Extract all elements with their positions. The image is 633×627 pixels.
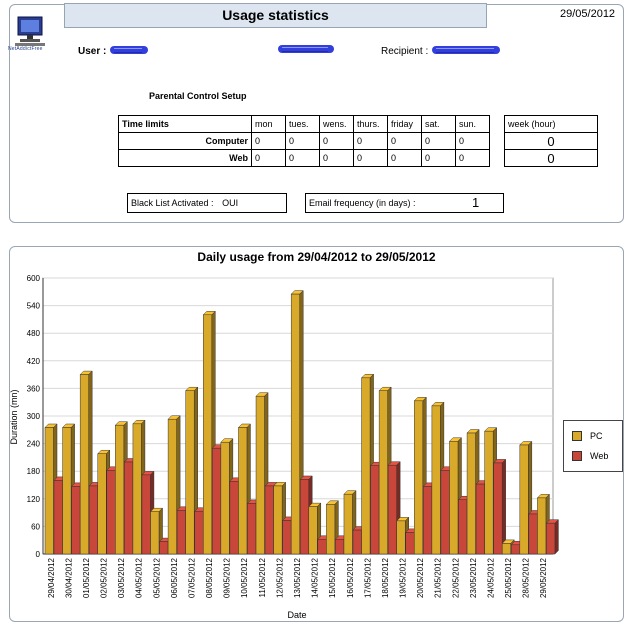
blacklist-label: Black List Activated : xyxy=(131,198,214,208)
x-tick-label: 08/05/2012 xyxy=(205,557,214,598)
user-label: User : xyxy=(78,46,107,57)
legend-label-web: Web xyxy=(590,451,609,461)
legend-item-web: Web xyxy=(572,451,608,461)
week-hours-table: week (hour) 0 0 xyxy=(504,115,598,167)
x-tick-label: 07/05/2012 xyxy=(187,557,196,598)
x-tick-label: 06/05/2012 xyxy=(170,557,179,598)
y-tick-label: 600 xyxy=(27,274,41,283)
chart-title: Daily usage from 29/04/2012 to 29/05/201… xyxy=(197,250,436,264)
parental-control-title: Parental Control Setup xyxy=(149,91,247,101)
x-tick-label: 12/05/2012 xyxy=(275,557,284,598)
x-tick-label: 20/05/2012 xyxy=(416,557,425,598)
x-tick-label: 30/04/2012 xyxy=(64,557,73,598)
email-frequency-value: 1 xyxy=(472,195,480,210)
y-tick-label: 480 xyxy=(27,329,41,338)
x-tick-label: 14/05/2012 xyxy=(311,557,320,598)
bar-web xyxy=(545,519,560,555)
day-header: sun. xyxy=(455,115,490,133)
y-tick-label: 240 xyxy=(27,440,41,449)
legend-swatch-web xyxy=(572,451,582,461)
email-frequency-box: Email frequency (in days) : xyxy=(305,193,504,213)
x-tick-label: 04/05/2012 xyxy=(135,557,144,598)
x-tick-label: 13/05/2012 xyxy=(293,557,302,598)
redacted-name-scribble xyxy=(278,45,334,53)
y-tick-label: 300 xyxy=(27,412,41,421)
recipient-label: Recipient : xyxy=(381,46,429,57)
blacklist-value: OUI xyxy=(222,198,239,208)
y-axis-label: Duration (mn) xyxy=(9,389,19,444)
y-tick-label: 0 xyxy=(36,550,41,559)
x-tick-label: 28/05/2012 xyxy=(522,557,531,598)
logo-text: NetAddictFree xyxy=(8,46,43,52)
x-tick-label: 21/05/2012 xyxy=(434,557,443,598)
x-tick-label: 22/05/2012 xyxy=(451,557,460,598)
x-tick-label: 29/04/2012 xyxy=(47,557,56,598)
limit-cell: 0 xyxy=(387,149,422,167)
redacted-recipient-scribble xyxy=(432,46,500,54)
x-tick-label: 17/05/2012 xyxy=(363,557,372,598)
x-tick-label: 15/05/2012 xyxy=(328,557,337,598)
x-tick-label: 18/05/2012 xyxy=(381,557,390,598)
x-tick-label: 23/05/2012 xyxy=(469,557,478,598)
computer-logo-icon xyxy=(15,16,45,46)
x-tick-label: 02/05/2012 xyxy=(100,557,109,598)
x-tick-label: 11/05/2012 xyxy=(258,557,267,597)
summary-panel xyxy=(9,4,624,223)
x-tick-label: 01/05/2012 xyxy=(82,557,91,598)
y-tick-label: 60 xyxy=(31,522,40,531)
week-value-web: 0 xyxy=(504,149,598,167)
legend-item-pc: PC xyxy=(572,431,603,441)
x-tick-label: 10/05/2012 xyxy=(240,557,249,598)
email-frequency-label: Email frequency (in days) : xyxy=(309,198,416,208)
y-tick-label: 180 xyxy=(27,467,41,476)
page-title: Usage statistics xyxy=(64,3,487,28)
x-tick-label: 19/05/2012 xyxy=(399,557,408,598)
time-limits-table: Time limits mon tues. wens. thurs. frida… xyxy=(118,115,490,167)
legend-swatch-pc xyxy=(572,431,582,441)
limit-cell: 0 xyxy=(285,149,320,167)
bar-web xyxy=(493,458,507,555)
report-date: 29/05/2012 xyxy=(560,8,616,20)
y-tick-label: 420 xyxy=(27,357,41,366)
row-label-web: Web xyxy=(118,149,252,167)
y-tick-label: 120 xyxy=(27,495,41,504)
x-tick-label: 05/05/2012 xyxy=(152,557,161,598)
y-tick-label: 360 xyxy=(27,384,41,393)
chart-legend: PC Web xyxy=(563,420,623,472)
x-tick-label: 03/05/2012 xyxy=(117,557,126,598)
x-tick-label: 09/05/2012 xyxy=(223,557,232,598)
x-tick-label: 29/05/2012 xyxy=(539,557,548,598)
x-axis-label: Date xyxy=(287,610,306,620)
limit-cell: 0 xyxy=(455,149,490,167)
x-tick-label: 25/05/2012 xyxy=(504,557,513,598)
redacted-user-scribble xyxy=(110,46,148,54)
x-tick-label: 16/05/2012 xyxy=(346,557,355,598)
blacklist-box: Black List Activated : OUI xyxy=(127,193,287,213)
x-tick-label: 24/05/2012 xyxy=(486,557,495,598)
legend-label-pc: PC xyxy=(590,431,603,441)
y-tick-label: 540 xyxy=(27,302,41,311)
